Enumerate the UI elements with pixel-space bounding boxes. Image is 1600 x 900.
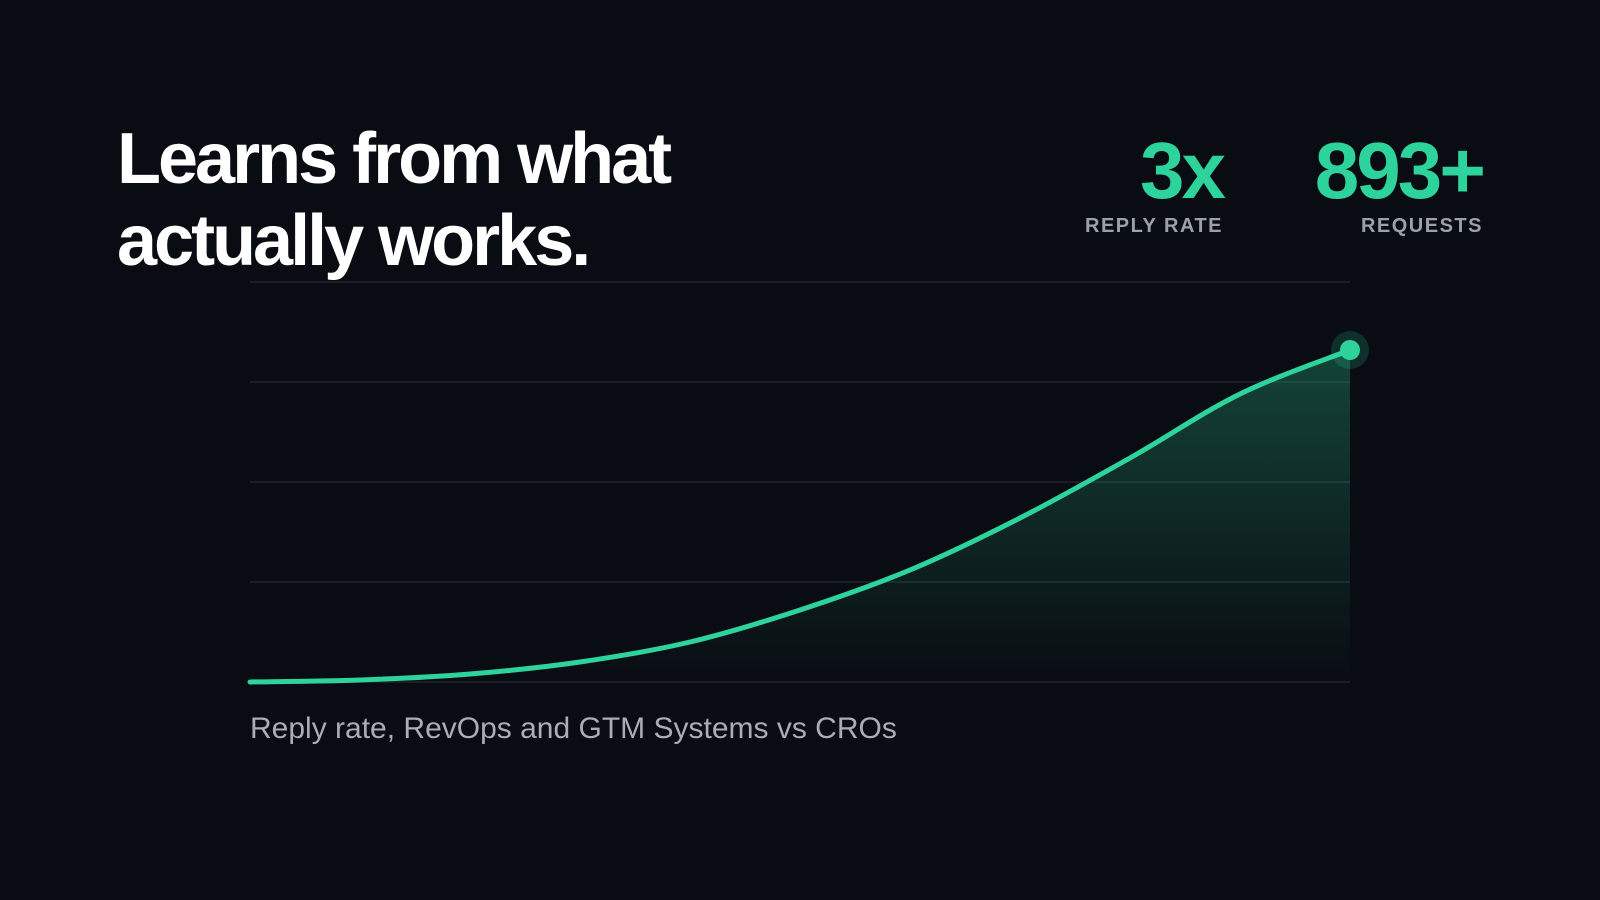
chart-data-point [1238, 392, 1242, 396]
stat-reply-rate-value: 3x [1140, 126, 1226, 215]
stat-requests-label: REQUESTS [1360, 215, 1483, 237]
chart-data-point [468, 672, 472, 676]
chart-data-point [908, 568, 912, 572]
chart-endpoint-marker [1340, 340, 1360, 360]
headline-line-2: actually works. [117, 201, 591, 281]
headline: Learns from what actually works. [117, 118, 672, 282]
chart-area-fill [250, 350, 1350, 682]
stat-requests: 893+ REQUESTS [1314, 126, 1486, 238]
chart-data-point [248, 680, 252, 684]
chart-data-point [688, 640, 692, 644]
stat-requests-value: 893+ [1314, 126, 1486, 215]
chart-data-point [1018, 516, 1022, 520]
stat-reply-rate: 3x REPLY RATE [1085, 126, 1226, 238]
chart-data-point [1128, 456, 1132, 460]
headline-line-1: Learns from what [117, 119, 672, 199]
chart-caption: Reply rate, RevOps and GTM Systems vs CR… [250, 712, 897, 745]
stat-reply-rate-label: REPLY RATE [1085, 215, 1223, 237]
chart-data-point [358, 678, 362, 682]
chart-data-point [578, 660, 582, 664]
chart-data-point [798, 608, 802, 612]
chart-series-line [247, 347, 1353, 685]
